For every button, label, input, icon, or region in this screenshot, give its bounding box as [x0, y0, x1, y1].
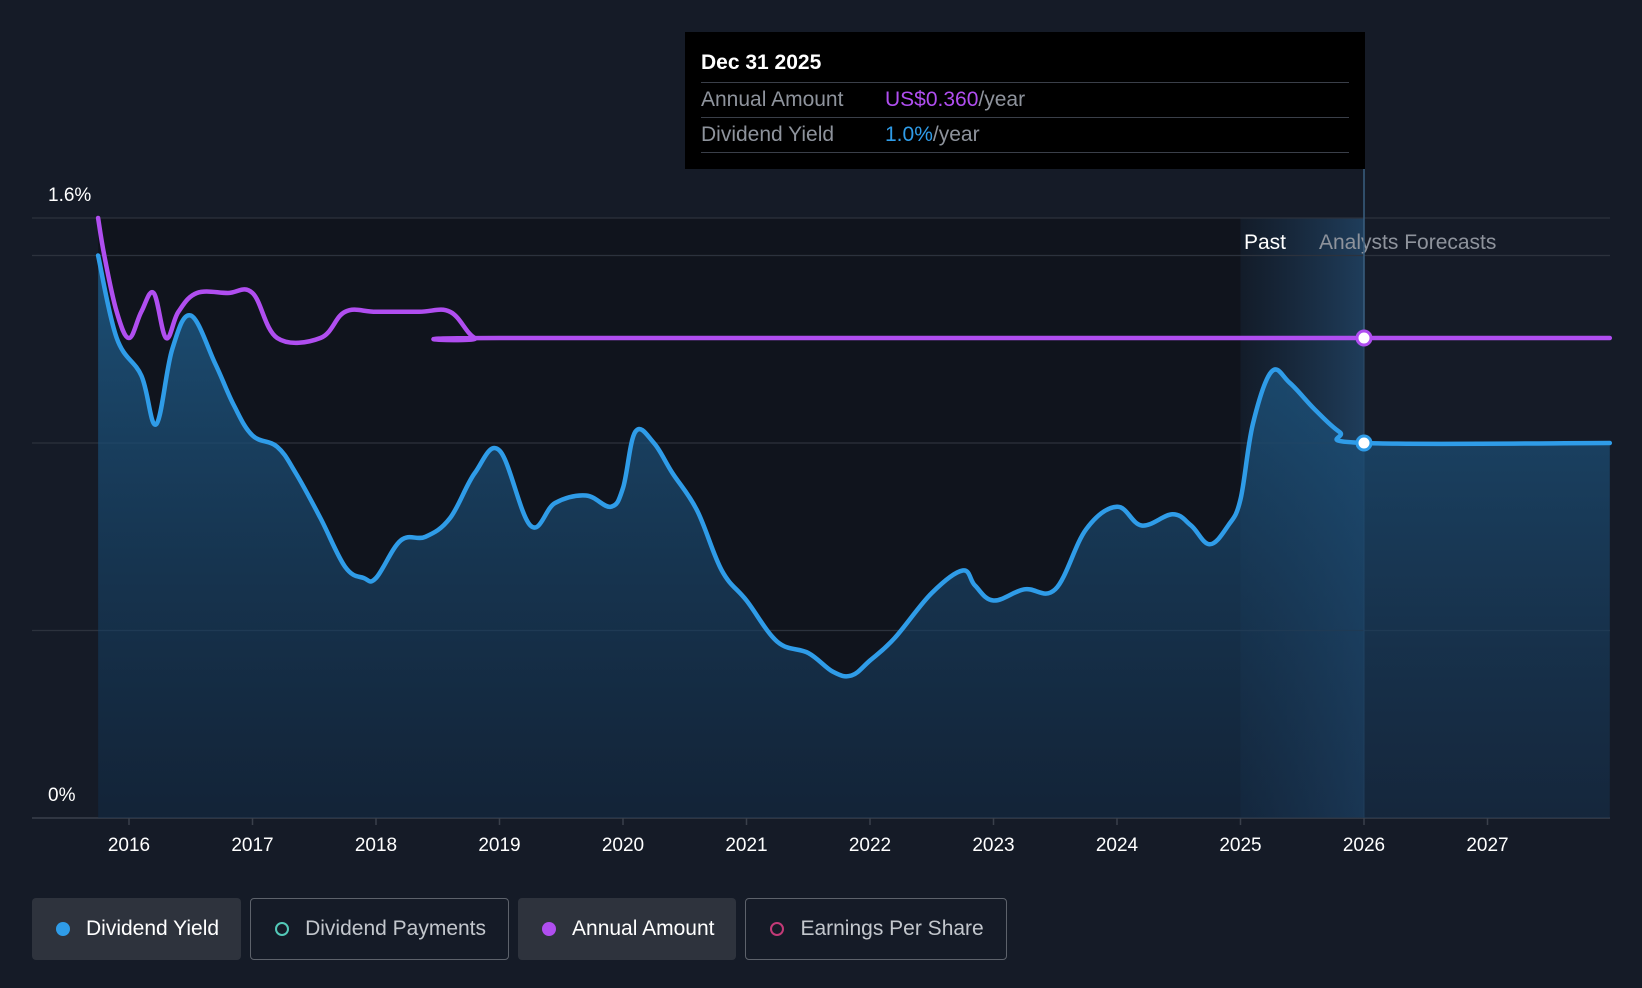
tooltip-annual-label: Annual Amount [701, 88, 844, 111]
dividend-yield-dot-icon [56, 922, 70, 936]
tooltip-yield-unit: /year [932, 123, 980, 146]
annual-amount-marker[interactable] [1355, 329, 1373, 347]
legend-dividend-yield[interactable]: Dividend Yield [32, 898, 242, 960]
annual-amount-dot-icon [542, 922, 557, 936]
legend-label: Dividend Yield [86, 917, 220, 940]
x-tick-label: 2016 [108, 835, 150, 856]
legend-label: Dividend Payments [305, 917, 487, 940]
past-zone-label: Past [1244, 231, 1286, 254]
tooltip: Dec 31 2025 Annual Amount US$0.360 /year… [685, 32, 1365, 169]
x-tick-label: 2018 [355, 835, 397, 856]
legend-label: Earnings Per Share [800, 917, 984, 940]
tooltip-annual-value: US$0.360 [885, 88, 979, 111]
x-tick-label: 2026 [1343, 835, 1385, 856]
tooltip-annual-row: Annual Amount US$0.360 /year [701, 83, 1349, 118]
tooltip-yield-row: Dividend Yield 1.0% /year [701, 118, 1349, 153]
legend-annual-amount[interactable]: Annual Amount [518, 898, 737, 960]
tooltip-yield-label: Dividend Yield [701, 123, 835, 146]
dividend-yield-marker[interactable] [1355, 434, 1373, 452]
legend-dividend-payments[interactable]: Dividend Payments [250, 898, 510, 960]
dividend-payments-ring-icon [275, 922, 290, 936]
x-axis: 2016 2017 2018 2019 2020 2021 2022 2023 2024 2025… [108, 818, 1509, 856]
legend: Dividend Yield Dividend Payments Annual … [32, 898, 1007, 960]
x-tick-label: 2017 [231, 835, 273, 856]
dividend-yield-area [98, 255, 1610, 818]
y-axis-max-label: 1.6% [48, 185, 91, 206]
x-tick-label: 2020 [602, 835, 644, 856]
x-tick-label: 2025 [1219, 835, 1261, 856]
x-tick-label: 2023 [972, 835, 1014, 856]
x-tick-label: 2024 [1096, 835, 1139, 856]
dividend-yield-line [95, 253, 1613, 679]
x-tick-label: 2022 [849, 835, 891, 856]
tooltip-date: Dec 31 2025 [701, 32, 1349, 83]
tooltip-yield-value: 1.0% [885, 123, 933, 146]
y-axis-min-label: 0% [48, 785, 76, 806]
legend-label: Annual Amount [572, 917, 715, 940]
forecast-zone-label: Analysts Forecasts [1319, 231, 1496, 254]
legend-earnings-per-share[interactable]: Earnings Per Share [745, 898, 1007, 960]
earnings-per-share-ring-icon [770, 922, 785, 936]
annual-amount-line [95, 215, 1613, 346]
tooltip-annual-unit: /year [978, 88, 1026, 111]
x-tick-label: 2019 [478, 835, 520, 856]
x-tick-label: 2021 [725, 835, 767, 856]
x-tick-label: 2027 [1466, 835, 1508, 856]
